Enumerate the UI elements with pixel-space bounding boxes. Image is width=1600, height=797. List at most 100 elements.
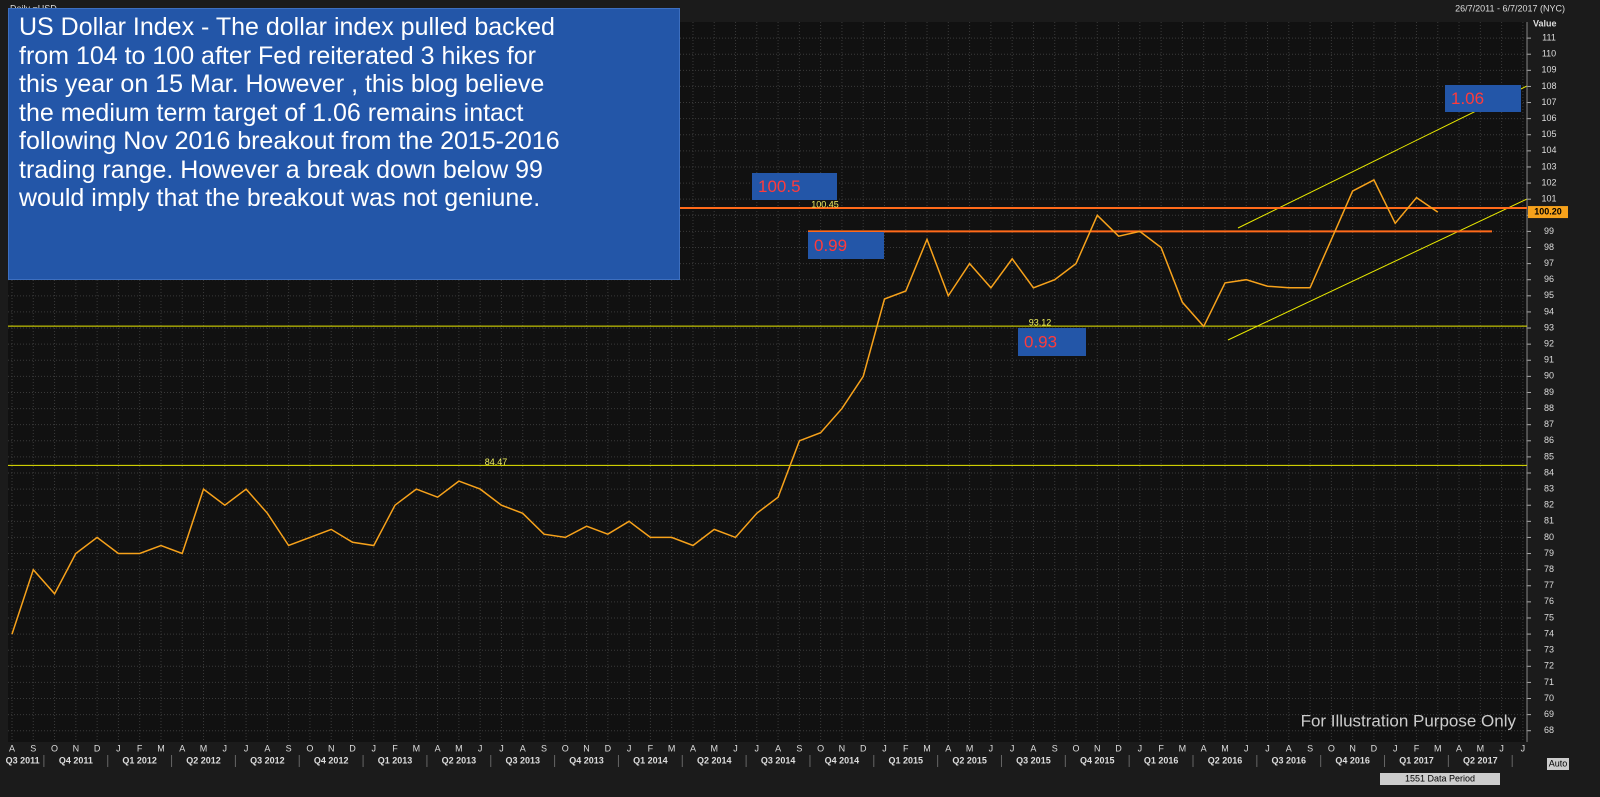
x-tick-label: M: [1434, 743, 1442, 753]
x-tick-label: M: [966, 743, 974, 753]
y-tick-label: 104: [1541, 145, 1556, 155]
x-tick-label: S: [796, 743, 802, 753]
quarter-label: Q3 2014: [761, 755, 796, 765]
x-tick-label: M: [710, 743, 718, 753]
quarter-label: Q2 2015: [952, 755, 987, 765]
x-tick-label: J: [1393, 743, 1398, 753]
x-tick-label: A: [9, 743, 15, 753]
y-tick-label: 110: [1542, 49, 1556, 59]
y-tick-label: 105: [1541, 129, 1556, 139]
y-tick-label: 108: [1541, 81, 1556, 91]
y-tick-label: 81: [1544, 516, 1554, 526]
annotation-box: [1018, 328, 1086, 356]
x-tick-label: N: [839, 743, 846, 753]
price-tag: [1528, 206, 1568, 219]
quarter-label: Q2 2016: [1208, 755, 1243, 765]
x-tick-label: M: [455, 743, 463, 753]
note-line: trading range. However a break down belo…: [19, 155, 543, 184]
x-tick-label: J: [372, 743, 377, 753]
x-tick-label: M: [923, 743, 931, 753]
annotation-box: [752, 173, 837, 200]
quarter-label: Q1 2013: [378, 755, 413, 765]
quarter-label: Q2 2017: [1463, 755, 1498, 765]
quarter-label: Q3 2015: [1016, 755, 1051, 765]
x-tick-label: A: [775, 743, 781, 753]
x-tick-label: J: [1010, 743, 1015, 753]
x-tick-label: S: [30, 743, 36, 753]
y-tick-label: 84: [1544, 467, 1554, 477]
y-tick-label: 109: [1541, 65, 1556, 75]
x-tick-label: A: [435, 743, 441, 753]
price-line: [11, 178, 1439, 635]
x-tick-label: O: [1072, 743, 1079, 753]
x-tick-label: M: [157, 743, 165, 753]
x-tick-label: N: [73, 743, 80, 753]
y-tick-label: 111: [1542, 32, 1556, 42]
y-tick-label: 80: [1544, 532, 1554, 542]
y-tick-label: 76: [1544, 596, 1554, 606]
y-tick-label: 88: [1544, 403, 1554, 413]
y-tick-label: 83: [1544, 483, 1554, 493]
note-line: US Dollar Index - The dollar index pulle…: [19, 13, 555, 41]
quarter-label: Q3 2012: [250, 755, 285, 765]
y-tick-label: 101: [1541, 194, 1556, 204]
quarter-label: Q3 2016: [1272, 755, 1307, 765]
y-tick-label: 95: [1544, 290, 1554, 300]
x-tick-label: A: [1286, 743, 1292, 753]
note-box: US Dollar Index - The dollar index pulle…: [8, 8, 680, 280]
quarter-label: Q2 2012: [186, 755, 221, 765]
x-tick-label: M: [200, 743, 208, 753]
y-tick-label: 91: [1544, 355, 1554, 365]
date-range: 26/7/2011 - 6/7/2017 (NYC): [1455, 3, 1565, 13]
y-tick-label: 71: [1544, 677, 1554, 687]
y-tick-label: 106: [1541, 113, 1556, 123]
quarter-label: Q1 2017: [1399, 755, 1434, 765]
y-tick-label: 92: [1544, 339, 1554, 349]
y-tick-label: 97: [1544, 258, 1554, 268]
y-tick-label: 79: [1544, 548, 1554, 558]
annotation-box: [1445, 85, 1521, 112]
quarter-label: Q4 2016: [1335, 755, 1370, 765]
y-tick-label: 68: [1544, 725, 1554, 735]
axis-title: Value: [1533, 18, 1557, 28]
x-tick-label: J: [244, 743, 249, 753]
x-tick-label: N: [583, 743, 590, 753]
quarter-label: Q4 2015: [1080, 755, 1115, 765]
x-tick-label: A: [520, 743, 526, 753]
channel-lower: [1227, 198, 1528, 341]
y-tick-label: 77: [1544, 580, 1554, 590]
x-tick-label: M: [1477, 743, 1485, 753]
annotation: 0.93: [1024, 332, 1057, 351]
y-tick-label: 90: [1544, 371, 1554, 381]
level-label: 100.45: [811, 199, 839, 209]
x-tick-label: M: [413, 743, 421, 753]
y-tick-label: 86: [1544, 435, 1554, 445]
x-tick-label: O: [562, 743, 569, 753]
x-tick-label: F: [392, 743, 398, 753]
x-tick-label: N: [1094, 743, 1101, 753]
x-tick-label: M: [668, 743, 676, 753]
x-tick-label: F: [137, 743, 143, 753]
annotation-box: [808, 232, 884, 259]
x-tick-label: A: [1201, 743, 1207, 753]
y-tick-label: 87: [1544, 419, 1554, 429]
y-tick-label: 107: [1541, 97, 1556, 107]
annotation: 0.99: [814, 236, 847, 255]
x-tick-label: O: [817, 743, 824, 753]
watermark: For Illustration Purpose Only: [1301, 711, 1517, 730]
y-tick-label: 85: [1544, 451, 1554, 461]
y-tick-label: 99: [1544, 226, 1554, 236]
note-line: this year on 15 Mar. However , this blog…: [19, 70, 545, 98]
auto-button[interactable]: [1547, 758, 1569, 770]
quarter-label: Q2 2013: [442, 755, 477, 765]
x-tick-label: J: [1244, 743, 1249, 753]
auto[interactable]: Auto: [1549, 758, 1568, 768]
price-tag-label: 100.20: [1534, 206, 1562, 216]
period: 1551 Data Period: [1405, 773, 1475, 783]
y-tick-label: 70: [1544, 693, 1554, 703]
x-tick-label: S: [1052, 743, 1058, 753]
x-tick-label: S: [1307, 743, 1313, 753]
x-tick-label: J: [627, 743, 632, 753]
x-tick-label: N: [1349, 743, 1356, 753]
